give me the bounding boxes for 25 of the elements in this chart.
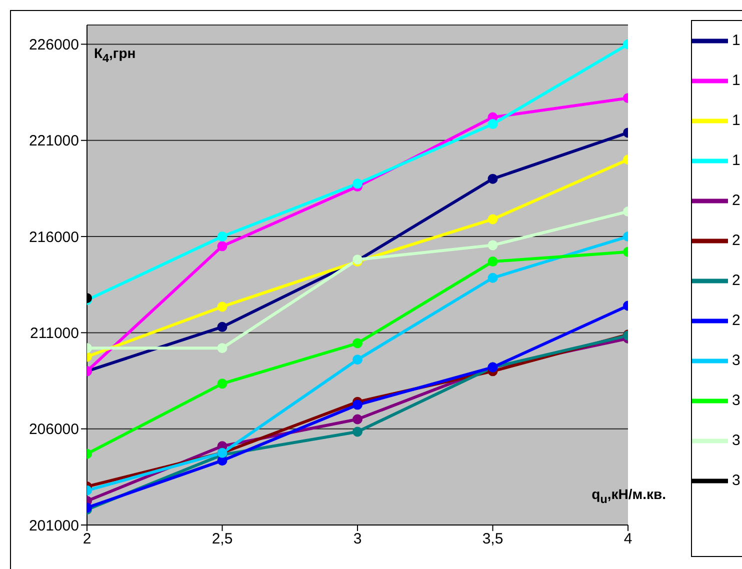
legend-label: 1 [732,112,740,129]
y-tick-label: 201000 [28,517,79,534]
legend-label: 1 [732,152,740,169]
x-tick-label: 2,5 [212,530,233,548]
legend-label: 3 [732,432,740,449]
y-tick-label: 226000 [28,36,79,54]
y-axis-title: К$_{4}$,грн [94,45,136,65]
legend-label: 2 [732,232,740,249]
x-tick-label: 2 [82,530,92,548]
x-tick-label: 3,5 [482,530,504,548]
y-tick-label: 221000 [28,132,79,150]
legend-label: 1 [732,72,740,89]
x-tick-label: 4 [624,530,632,548]
x-tick-label: 3 [353,530,362,548]
legend-label: 2 [732,312,740,329]
legend-label: 3 [732,472,740,489]
x-axis-title: q$_{u}$,кН/м.кв. [592,486,666,506]
y-tick-label: 206000 [28,421,79,438]
legend-label: 3 [732,392,740,409]
legend-label: 2 [732,192,740,209]
legend-label: 2 [732,272,740,289]
legend-label: 1 [732,32,740,49]
y-tick-label: 216000 [28,228,79,246]
legend-label: 3 [732,352,740,369]
y-tick-label: 211000 [30,325,79,342]
